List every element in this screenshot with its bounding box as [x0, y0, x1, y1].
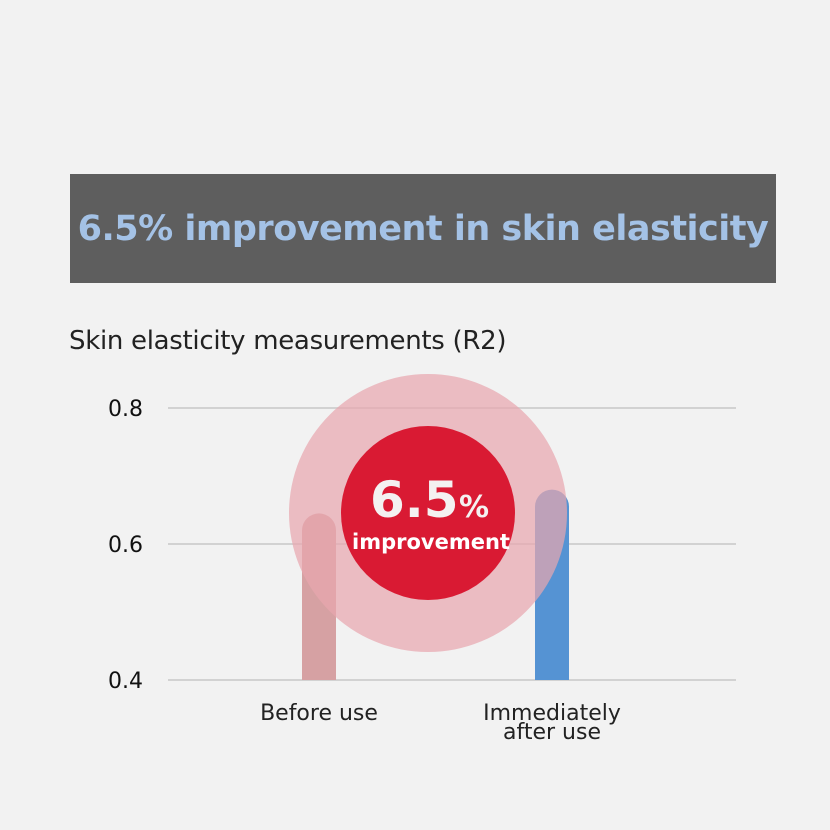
category-label: Immediately: [483, 701, 621, 726]
category-label: Before use: [260, 701, 378, 726]
badge-core: [341, 426, 515, 600]
headline-banner: 6.5% improvement in skin elasticity: [70, 174, 776, 283]
badge-value: 6.5: [370, 471, 459, 529]
badge-unit: %: [459, 490, 489, 525]
y-axis-ticks: 0.8 0.6 0.4: [108, 397, 143, 694]
badge-label: improvement: [352, 530, 510, 554]
y-tick-label: 0.8: [108, 397, 143, 422]
chart-title: Skin elasticity measurements (R2): [69, 326, 507, 356]
improvement-badge: 6.5 % improvement: [289, 374, 567, 652]
y-tick-label: 0.4: [108, 669, 143, 694]
headline-text: 6.5% improvement in skin elasticity: [77, 208, 769, 249]
category-label: after use: [503, 720, 601, 745]
y-tick-label: 0.6: [108, 533, 143, 558]
